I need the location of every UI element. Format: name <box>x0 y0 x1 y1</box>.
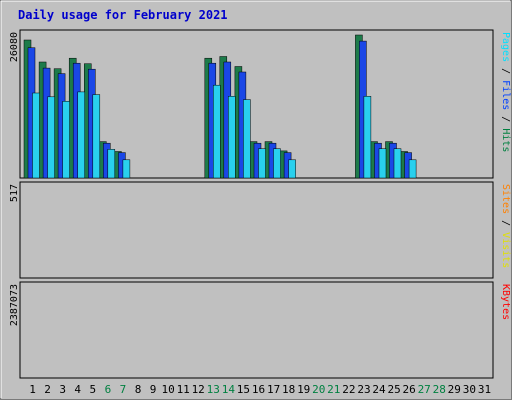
panel-middle-max-label: 517 <box>9 184 20 202</box>
bar-pages-day-25 <box>393 148 402 179</box>
bar-pages-day-18 <box>288 159 296 179</box>
panel-bottom-max-label: 2387073 <box>9 284 20 326</box>
panel-middle-legend: Sites / Visits <box>500 184 511 268</box>
bar-pages-day-26 <box>408 159 417 179</box>
x-tick-label: 17 <box>267 383 280 396</box>
x-tick-label: 16 <box>252 383 265 396</box>
bar-pages-day-3 <box>62 101 70 179</box>
x-tick-label: 18 <box>282 383 295 396</box>
bar-pages-day-4 <box>77 91 85 179</box>
x-tick-label: 31 <box>478 383 491 396</box>
x-tick-label: 26 <box>402 383 415 396</box>
x-tick-label: 5 <box>89 383 96 396</box>
x-tick-label: 24 <box>372 383 386 396</box>
x-tick-label: 30 <box>463 383 476 396</box>
bar-pages-day-24 <box>378 148 387 179</box>
bar-pages-day-2 <box>47 96 55 179</box>
panel-bottom-frame <box>19 281 494 379</box>
legend-item: Hits <box>500 128 511 152</box>
legend-item: / <box>500 110 511 128</box>
bar-pages-day-17 <box>273 148 281 179</box>
x-tick-label: 13 <box>207 383 220 396</box>
x-tick-label: 12 <box>192 383 205 396</box>
x-tick-label: 3 <box>59 383 66 396</box>
panel-top: 26080 Pages / Files / Hits <box>9 29 511 179</box>
panel-middle: 517 Sites / Visits <box>9 181 511 279</box>
x-tick-label: 14 <box>222 383 236 396</box>
bar-pages-day-14 <box>228 96 236 179</box>
legend-item: Visits <box>500 232 511 268</box>
panel-middle-frame <box>19 181 494 279</box>
x-tick-label: 29 <box>448 383 461 396</box>
x-tick-label: 21 <box>327 383 340 396</box>
x-tick-label: 2 <box>44 383 51 396</box>
bar-pages-day-7 <box>122 159 131 179</box>
x-tick-label: 6 <box>105 383 112 396</box>
x-tick-label: 20 <box>312 383 325 396</box>
bar-pages-day-5 <box>92 94 101 179</box>
x-tick-label: 15 <box>237 383 250 396</box>
bar-pages-day-1 <box>32 92 40 179</box>
bar-pages-day-15 <box>243 99 251 179</box>
bar-pages-day-23 <box>363 96 372 179</box>
chart-title: Daily usage for February 2021 <box>18 8 228 22</box>
x-tick-label: 8 <box>135 383 142 396</box>
x-tick-label: 7 <box>120 383 127 396</box>
legend-item: KBytes <box>500 284 511 320</box>
x-tick-label: 9 <box>150 383 157 396</box>
x-axis-labels: 1 2 3 4 5 6 7 8 9 10 11 12 13 14 15 16 17 18 19 20 21 22 23 24 2… <box>29 383 491 396</box>
x-tick-label: 28 <box>433 383 446 396</box>
x-tick-label: 25 <box>387 383 400 396</box>
x-tick-label: 23 <box>357 383 370 396</box>
panel-top-legend: Pages / Files / Hits <box>500 32 511 152</box>
x-tick-label: 22 <box>342 383 355 396</box>
legend-item: Files <box>500 80 511 110</box>
panel-bottom: 2387073 KBytes <box>9 281 511 379</box>
bar-pages-day-13 <box>213 84 221 179</box>
x-tick-label: 10 <box>161 383 174 396</box>
legend-item: / <box>500 214 511 232</box>
legend-item: Pages <box>500 32 511 62</box>
chart-panels: 26080 Pages / Files / Hits 517 Sites / Visi… <box>9 29 511 379</box>
bar-pages-day-16 <box>258 148 266 179</box>
x-tick-label: 1 <box>29 383 36 396</box>
x-tick-label: 4 <box>74 383 81 396</box>
panel-bottom-legend: KBytes <box>500 284 511 320</box>
legend-item: / <box>500 62 511 80</box>
x-tick-label: 27 <box>418 383 431 396</box>
bar-pages-day-6 <box>107 149 116 179</box>
panel-top-max-label: 26080 <box>9 32 20 62</box>
legend-item: Sites <box>500 184 511 214</box>
x-tick-label: 19 <box>297 383 310 396</box>
x-tick-label: 11 <box>177 383 190 396</box>
